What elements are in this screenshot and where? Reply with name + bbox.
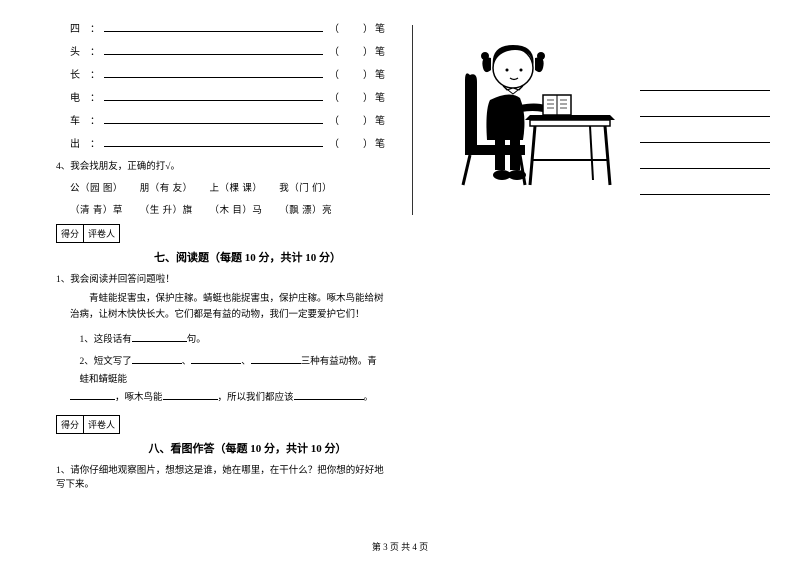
- friend-item: （飘 漂）亮: [279, 206, 332, 216]
- stroke-char: 四: [70, 20, 90, 35]
- q-text: 我会阅读并回答问题啦！: [70, 275, 175, 285]
- stroke-suffix: 笔: [375, 20, 385, 35]
- sub-post: 句。: [187, 335, 206, 345]
- stroke-char: 长: [70, 66, 90, 81]
- stroke-suffix: 笔: [375, 66, 385, 81]
- friend-row-1: 公（园 图） 朋（有 友） 上（棵 课） 我（门 们）: [70, 180, 385, 194]
- sec8-q1: 1、请你仔细地观察图片，想想这是谁，她在哪里，在干什么？把你想的好好地写下来。: [56, 462, 385, 490]
- reading-passage: 青蛙能捉害虫，保护庄稼。蜻蜓也能捉害虫，保护庄稼。啄木鸟能给树治病，让树木快快长…: [70, 291, 385, 323]
- q-text: 请你仔细地观察图片，想想这是谁，她在哪里，在干什么？把你想的好好地写下来。: [56, 466, 384, 490]
- paren: （）: [329, 112, 373, 127]
- stroke-list: 四： （） 笔 头： （） 笔 长： （） 笔 电： （） 笔: [70, 20, 385, 150]
- friend-item: （清 青）草: [70, 206, 123, 216]
- write-line: [640, 91, 770, 117]
- blank: [132, 354, 182, 364]
- q-text: 我会找朋友，正确的打√。: [70, 162, 180, 172]
- page-footer: 第 3 页 共 4 页: [0, 540, 800, 553]
- write-line: [640, 143, 770, 169]
- stroke-char: 出: [70, 135, 90, 150]
- blank-line: [104, 45, 323, 55]
- paren: （）: [329, 135, 373, 150]
- writing-lines: [640, 65, 770, 195]
- stroke-char: 车: [70, 112, 90, 127]
- blank: [191, 354, 241, 364]
- blank-line: [104, 137, 323, 147]
- friend-item: 公（园 图）: [70, 184, 123, 194]
- friend-item: 上（棵 课）: [210, 184, 263, 194]
- stroke-char: 电: [70, 89, 90, 104]
- paren: （）: [329, 66, 373, 81]
- sep: 、: [241, 357, 251, 367]
- blank: [163, 390, 218, 400]
- txt: ，啄木鸟能: [115, 393, 163, 403]
- friend-item: （生 升）旗: [140, 206, 193, 216]
- blank: [251, 354, 301, 364]
- girl-reading-illustration: [435, 20, 620, 195]
- q-num: 1、: [56, 275, 70, 285]
- sec7-q1: 1、我会阅读并回答问题啦！: [56, 271, 385, 285]
- sub-question-2: 2、短文写了、、三种有益动物。青蛙和蜻蜓能 ，啄木鸟能，所以我们都应该。: [80, 353, 386, 407]
- sub-pre: 1、这段话有: [80, 335, 132, 345]
- end: 。: [364, 393, 374, 403]
- column-divider: [412, 25, 413, 215]
- grader-label: 评卷人: [84, 224, 120, 243]
- stroke-row: 出： （） 笔: [70, 135, 385, 150]
- blank: [132, 332, 187, 342]
- blank-line: [104, 91, 323, 101]
- stroke-row: 头： （） 笔: [70, 43, 385, 58]
- stroke-row: 长： （） 笔: [70, 66, 385, 81]
- blank: [294, 390, 364, 400]
- blank-line: [104, 22, 323, 32]
- left-column: 四： （） 笔 头： （） 笔 长： （） 笔 电： （） 笔: [70, 20, 400, 530]
- stroke-suffix: 笔: [375, 112, 385, 127]
- question-4: 4、我会找朋友，正确的打√。: [56, 158, 385, 172]
- txt: ，所以我们都应该: [218, 393, 294, 403]
- blank-line: [104, 114, 323, 124]
- sub-question-1: 1、这段话有 句。: [80, 331, 386, 345]
- friend-item: 我（门 们）: [279, 184, 332, 194]
- friend-row-2: （清 青）草 （生 升）旗 （木 目）马 （飘 漂）亮: [70, 202, 385, 216]
- friend-item: 朋（有 友）: [140, 184, 193, 194]
- write-line: [640, 65, 770, 91]
- stroke-row: 四： （） 笔: [70, 20, 385, 35]
- sep: 、: [182, 357, 192, 367]
- stroke-suffix: 笔: [375, 89, 385, 104]
- section-8-title: 八、看图作答（每题 10 分，共计 10 分）: [110, 440, 385, 456]
- score-label: 得分: [56, 224, 84, 243]
- stroke-row: 电： （） 笔: [70, 89, 385, 104]
- blank-line: [104, 68, 323, 78]
- stroke-suffix: 笔: [375, 135, 385, 150]
- score-box: 得分 评卷人: [56, 224, 385, 243]
- q-num: 1、: [56, 466, 70, 476]
- write-line: [640, 169, 770, 195]
- section-7-title: 七、阅读题（每题 10 分，共计 10 分）: [110, 249, 385, 265]
- q-num: 4、: [56, 162, 70, 172]
- write-line: [640, 117, 770, 143]
- paren: （）: [329, 20, 373, 35]
- stroke-row: 车： （） 笔: [70, 112, 385, 127]
- score-label: 得分: [56, 415, 84, 434]
- friend-item: （木 目）马: [210, 206, 263, 216]
- blank: [70, 390, 115, 400]
- paren: （）: [329, 89, 373, 104]
- stroke-char: 头: [70, 43, 90, 58]
- grader-label: 评卷人: [84, 415, 120, 434]
- paren: （）: [329, 43, 373, 58]
- stroke-suffix: 笔: [375, 43, 385, 58]
- score-box: 得分 评卷人: [56, 415, 385, 434]
- sub-pre: 2、短文写了: [80, 357, 132, 367]
